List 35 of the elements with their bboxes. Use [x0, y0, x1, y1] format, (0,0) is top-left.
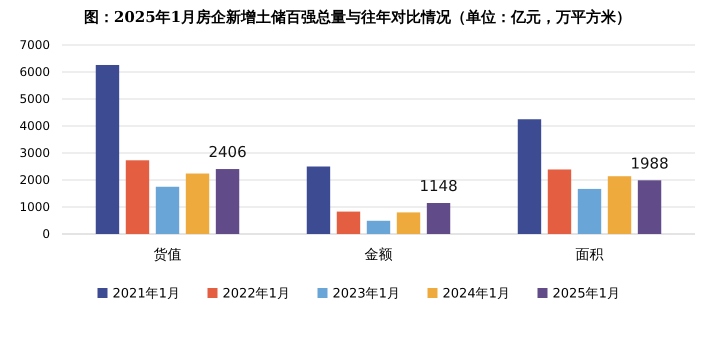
bar [336, 212, 360, 234]
y-tick-label: 7000 [19, 38, 50, 52]
y-tick-label: 3000 [19, 146, 50, 160]
y-tick-label: 4000 [19, 119, 50, 133]
y-tick-label: 2000 [19, 173, 50, 187]
bar [578, 188, 602, 234]
bar [608, 176, 632, 234]
bar [366, 220, 390, 234]
data-label: 1988 [630, 154, 669, 172]
legend-label: 2023年1月 [332, 286, 400, 302]
legend-label: 2021年1月 [112, 286, 180, 302]
legend-label: 2025年1月 [552, 286, 620, 302]
x-tick-label: 面积 [576, 247, 604, 263]
bar [638, 180, 662, 234]
legend-label: 2024年1月 [442, 286, 510, 302]
bar [126, 160, 150, 234]
bar [306, 166, 330, 234]
y-tick-label: 5000 [19, 92, 50, 106]
bar [216, 169, 240, 234]
bar [426, 203, 450, 234]
y-tick-label: 6000 [19, 65, 50, 79]
data-label: 1148 [419, 177, 458, 196]
bar [548, 169, 572, 234]
data-label: 2406 [208, 143, 247, 162]
bar [518, 119, 542, 234]
bar [156, 186, 180, 234]
x-tick-label: 金额 [364, 247, 392, 263]
y-tick-label: 0 [42, 227, 50, 241]
bar [396, 212, 420, 234]
bar [96, 64, 120, 234]
x-tick-label: 货值 [154, 247, 182, 263]
bar [186, 174, 210, 234]
chart-title: 图：2025年1月房企新增土储百强总量与往年对比情况（单位：亿元，万平方米） [84, 8, 632, 26]
y-tick-label: 1000 [19, 200, 50, 214]
legend-label: 2022年1月 [222, 286, 290, 302]
